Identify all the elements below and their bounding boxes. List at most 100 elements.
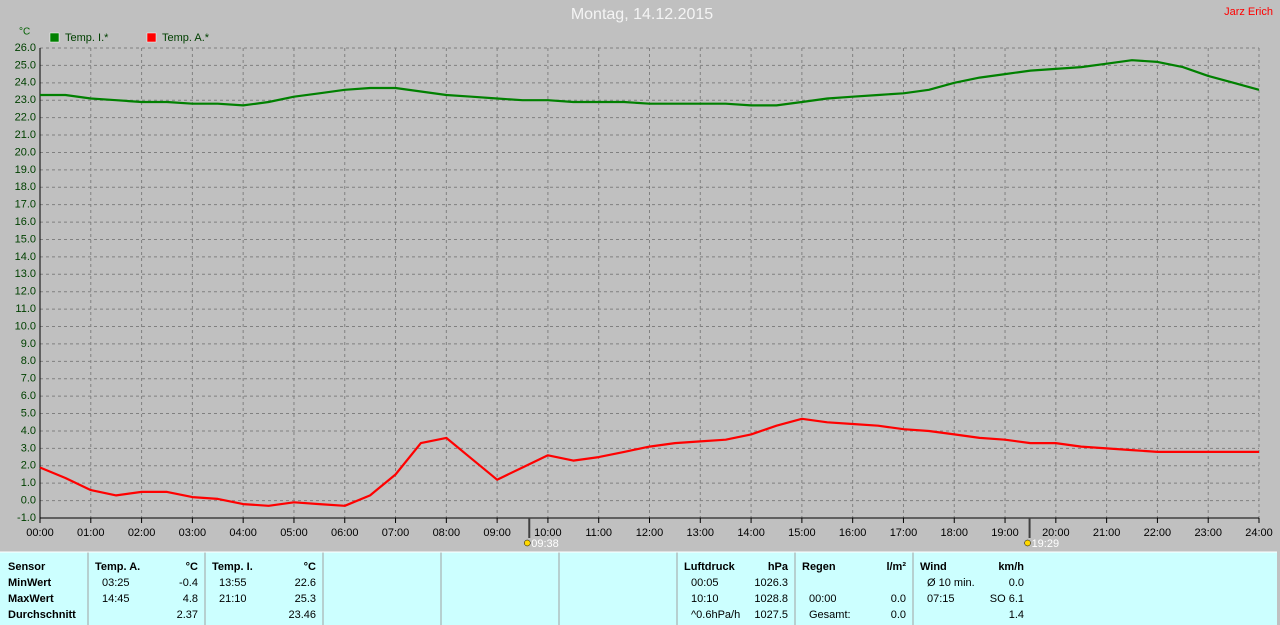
stat-value: 23.46 xyxy=(288,609,316,621)
group-unit: °C xyxy=(186,561,198,573)
group-unit: °C xyxy=(304,561,316,573)
row-label: Sensor xyxy=(8,561,46,573)
stat-value: 2.37 xyxy=(177,609,198,621)
stat-label: 13:55 xyxy=(219,577,247,589)
y-tick-label: 21.0 xyxy=(15,129,36,141)
x-tick-label: 01:00 xyxy=(77,527,105,539)
y-tick-label: 26.0 xyxy=(15,42,36,54)
y-tick-label: 17.0 xyxy=(15,199,36,211)
x-tick-label: 00:00 xyxy=(26,527,54,539)
x-tick-label: 02:00 xyxy=(128,527,156,539)
x-tick-label: 23:00 xyxy=(1194,527,1222,539)
y-tick-label: 16.0 xyxy=(15,216,36,228)
x-tick-label: 09:00 xyxy=(483,527,511,539)
group-unit: l/m² xyxy=(886,561,906,573)
stat-value: 0.0 xyxy=(1009,577,1024,589)
stat-value: 1.4 xyxy=(1009,609,1024,621)
x-tick-label: 14:00 xyxy=(737,527,765,539)
y-tick-label: -1.0 xyxy=(17,512,36,524)
stat-label: 00:00 xyxy=(809,593,837,605)
stat-value: 0.0 xyxy=(891,609,906,621)
y-tick-label: 1.0 xyxy=(21,477,36,489)
stat-label: 07:15 xyxy=(927,593,955,605)
stat-value: 4.8 xyxy=(183,593,198,605)
y-tick-label: 13.0 xyxy=(15,268,36,280)
y-tick-label: 23.0 xyxy=(15,94,36,106)
group-unit: km/h xyxy=(998,561,1024,573)
x-tick-label: 07:00 xyxy=(382,527,410,539)
y-tick-label: 14.0 xyxy=(15,251,36,263)
stat-value: 25.3 xyxy=(295,593,316,605)
y-tick-label: 9.0 xyxy=(21,338,36,350)
y-tick-label: 24.0 xyxy=(15,77,36,89)
y-tick-label: 6.0 xyxy=(21,390,36,402)
x-tick-label: 24:00 xyxy=(1245,527,1273,539)
group-header: Wind xyxy=(920,561,947,573)
x-tick-label: 21:00 xyxy=(1093,527,1121,539)
group-header: Regen xyxy=(802,561,836,573)
author: Jarz Erich xyxy=(1224,6,1273,18)
y-tick-label: 15.0 xyxy=(15,233,36,245)
stat-label: 03:25 xyxy=(102,577,130,589)
y-tick-label: 3.0 xyxy=(21,442,36,454)
row-label: MaxWert xyxy=(8,593,54,605)
stat-label: 21:10 xyxy=(219,593,247,605)
y-tick-label: 8.0 xyxy=(21,355,36,367)
y-tick-label: 12.0 xyxy=(15,286,36,298)
y-tick-label: 4.0 xyxy=(21,425,36,437)
group-header: Temp. I. xyxy=(212,561,253,573)
stat-value: 1027.5 xyxy=(754,609,788,621)
stat-value: -0.4 xyxy=(179,577,198,589)
x-tick-label: 15:00 xyxy=(788,527,816,539)
legend-label: Temp. I.* xyxy=(65,32,109,44)
x-tick-label: 18:00 xyxy=(940,527,968,539)
series-line xyxy=(40,59,1260,107)
chart-title: Montag, 14.12.2015 xyxy=(571,6,713,23)
group-header: Temp. A. xyxy=(95,561,140,573)
stat-label: Ø 10 min. xyxy=(927,577,975,589)
x-tick-label: 13:00 xyxy=(687,527,715,539)
row-label: Durchschnitt xyxy=(8,609,76,621)
x-tick-label: 19:00 xyxy=(991,527,1019,539)
y-tick-label: 0.0 xyxy=(21,494,36,506)
x-tick-label: 20:00 xyxy=(1042,527,1070,539)
stats-panel xyxy=(0,552,1277,625)
sun-time: 09:38 xyxy=(531,538,559,550)
y-unit: °C xyxy=(19,27,30,38)
y-tick-label: 5.0 xyxy=(21,407,36,419)
sun-icon xyxy=(524,539,531,547)
x-tick-label: 11:00 xyxy=(585,527,612,539)
y-tick-label: 11.0 xyxy=(15,303,36,315)
y-tick-label: 2.0 xyxy=(21,460,36,472)
sun-icon xyxy=(1024,539,1031,547)
x-tick-label: 06:00 xyxy=(331,527,359,539)
y-tick-label: 10.0 xyxy=(15,320,36,332)
stat-value: 0.0 xyxy=(891,593,906,605)
series-line xyxy=(39,417,1259,507)
y-tick-label: 20.0 xyxy=(15,146,36,158)
stat-value: SO 6.1 xyxy=(990,593,1024,605)
x-tick-label: 05:00 xyxy=(280,527,308,539)
x-tick-label: 04:00 xyxy=(229,527,257,539)
y-tick-label: 18.0 xyxy=(15,181,36,193)
y-tick-label: 25.0 xyxy=(15,59,36,71)
row-label: MinWert xyxy=(8,577,52,589)
legend-swatch xyxy=(49,32,60,43)
stat-label: 00:05 xyxy=(691,577,719,589)
group-header: Luftdruck xyxy=(684,561,736,573)
y-tick-label: 19.0 xyxy=(15,164,36,176)
stat-value: 22.6 xyxy=(295,577,316,589)
x-tick-label: 22:00 xyxy=(1144,527,1172,539)
stat-label: 14:45 xyxy=(102,593,130,605)
sun-time: 19:29 xyxy=(1032,538,1060,550)
stat-value: 1028.8 xyxy=(754,593,788,605)
legend-swatch xyxy=(146,32,157,43)
stat-label: Gesamt: xyxy=(809,609,851,621)
y-tick-label: 7.0 xyxy=(21,373,36,385)
x-tick-label: 03:00 xyxy=(179,527,207,539)
group-unit: hPa xyxy=(768,561,789,573)
x-tick-label: 12:00 xyxy=(636,527,664,539)
y-tick-label: 22.0 xyxy=(15,112,36,124)
x-tick-label: 10:00 xyxy=(534,527,562,539)
